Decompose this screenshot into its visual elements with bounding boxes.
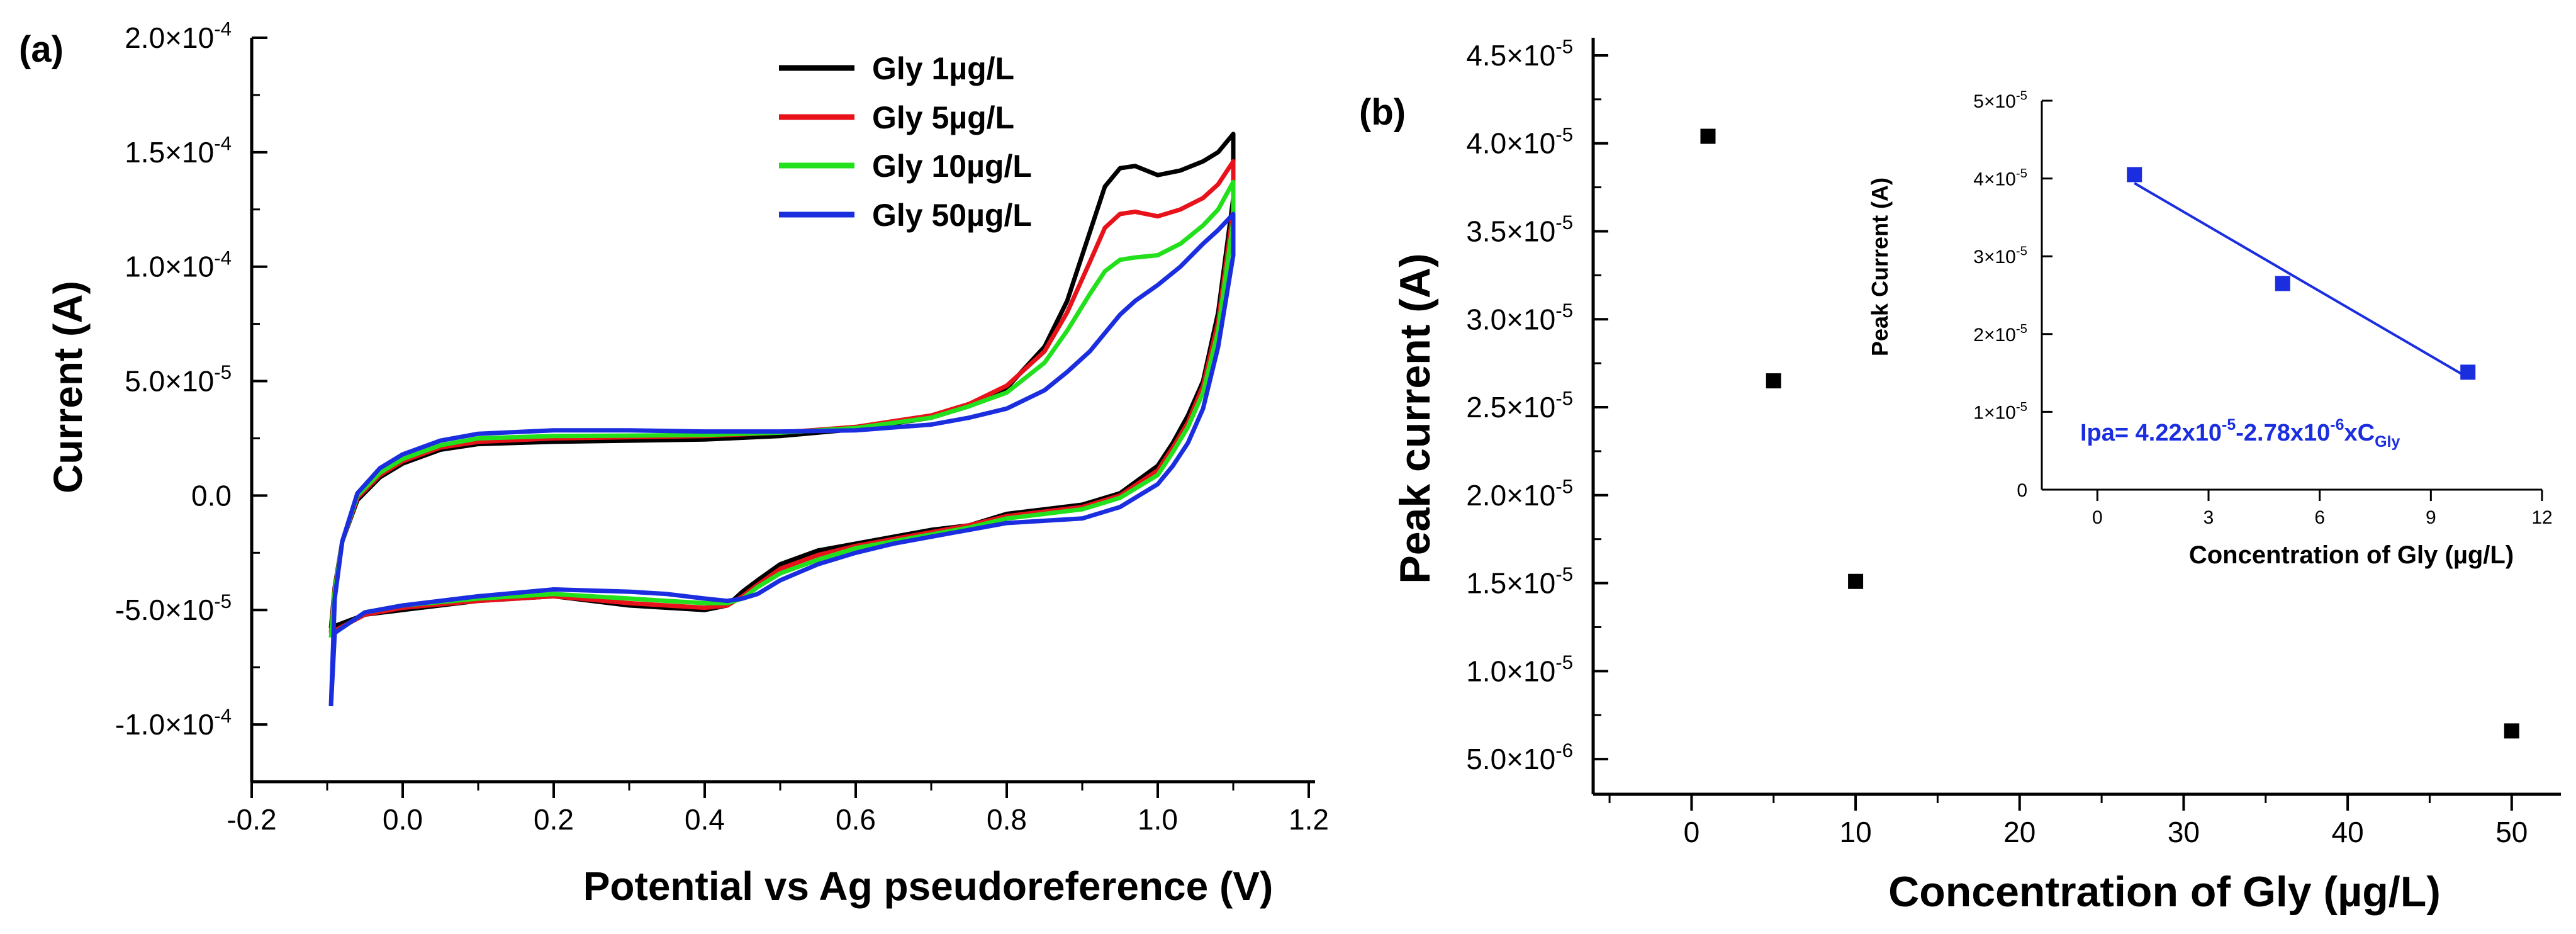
inset-point bbox=[2460, 364, 2476, 380]
cv-series-line-3 bbox=[328, 211, 1236, 707]
peak-y-tick-label: 1.5×10-5 bbox=[1466, 563, 1573, 599]
inset-point bbox=[2127, 167, 2142, 183]
cv-series bbox=[328, 132, 1236, 707]
cv-x-tick-label: 0.6 bbox=[836, 803, 876, 836]
inset-y-tick-label: 3×10-5 bbox=[1973, 245, 2027, 268]
peak-y-axis-title: Peak current (A) bbox=[1391, 253, 1439, 583]
inset-x-tick-label: 12 bbox=[2531, 507, 2552, 528]
cv-x-tick-label: 0.0 bbox=[383, 803, 423, 836]
peak-y-tick-label: 2.5×10-5 bbox=[1466, 388, 1573, 424]
inset-y-tick-label: 1×10-5 bbox=[1973, 400, 2027, 424]
peak-y-tick-label: 2.0×10-5 bbox=[1466, 475, 1573, 511]
inset-fit-line bbox=[2134, 182, 2469, 379]
peak-point bbox=[1766, 373, 1781, 389]
inset-x-tick-label: 0 bbox=[2092, 507, 2103, 528]
legend-item-gly-1: Gly 1µg/L bbox=[779, 51, 1014, 86]
peak-y-tick-label: 4.0×10-5 bbox=[1466, 123, 1573, 159]
inset-y-axis-title: Peak Current (A) bbox=[1867, 177, 1893, 356]
peak-y-tick-label: 1.0×10-5 bbox=[1466, 651, 1573, 687]
peak-y-tick-label: 3.5×10-5 bbox=[1466, 211, 1573, 247]
inset-x-tick-label: 3 bbox=[2204, 507, 2214, 528]
inset-points bbox=[2127, 167, 2476, 380]
peak-point bbox=[1700, 128, 1716, 144]
inset-x-ticks: 0 3 6 9 12 bbox=[2092, 490, 2553, 528]
legend-label-gly-50: Gly 50µg/L bbox=[872, 198, 1032, 233]
inset-y-tick-label: 5×10-5 bbox=[1973, 89, 2027, 112]
inset-x-tick-label: 6 bbox=[2314, 507, 2325, 528]
legend-label-gly-10: Gly 10µg/L bbox=[872, 149, 1032, 184]
inset-x-tick-label: 9 bbox=[2426, 507, 2436, 528]
cv-chart: (a) Current (A) Potential vs Ag pseudore… bbox=[19, 18, 1329, 909]
inset-y-tick-label: 4×10-5 bbox=[1973, 167, 2027, 190]
inset-chart: Peak Current (A) Concentration of Gly (µ… bbox=[1867, 89, 2553, 569]
peak-points bbox=[1700, 128, 2519, 739]
cv-x-tick-label: 1.0 bbox=[1138, 803, 1178, 836]
peak-point bbox=[1848, 573, 1864, 589]
legend-item-gly-50: Gly 50µg/L bbox=[779, 198, 1032, 233]
cv-legend: Gly 1µg/L Gly 5µg/L Gly 10µg/L Gly 50µg/… bbox=[779, 51, 1032, 233]
inset-y-tick-label: 0 bbox=[2017, 480, 2027, 501]
legend-label-gly-5: Gly 5µg/L bbox=[872, 100, 1014, 135]
peak-x-tick-label: 20 bbox=[2003, 816, 2036, 848]
peak-x-tick-label: 30 bbox=[2168, 816, 2200, 848]
cv-series-line-0 bbox=[328, 132, 1236, 631]
peak-point bbox=[2504, 723, 2519, 739]
peak-y-tick-label: 3.0×10-5 bbox=[1466, 300, 1573, 335]
cv-y-tick-label: 2.0×10-4 bbox=[125, 18, 232, 54]
legend-item-gly-5: Gly 5µg/L bbox=[779, 100, 1014, 135]
cv-y-tick-label: 5.0×10-5 bbox=[125, 361, 232, 397]
inset-y-tick-label: 2×10-5 bbox=[1973, 322, 2027, 346]
cv-x-tick-label: 1.2 bbox=[1289, 803, 1329, 836]
cv-x-ticks: -0.2 0.0 0.2 0.4 0.6 0.8 1.0 1.2 bbox=[227, 782, 1329, 836]
peak-x-tick-label: 50 bbox=[2495, 816, 2528, 848]
cv-x-tick-label: -0.2 bbox=[227, 803, 276, 836]
cv-y-tick-label: -5.0×10-5 bbox=[115, 590, 232, 626]
peak-x-ticks: 0 10 20 30 40 50 bbox=[1608, 794, 2528, 848]
cv-y-axis-title: Current (A) bbox=[45, 281, 91, 493]
cv-y-tick-label: 0.0 bbox=[191, 479, 232, 512]
peak-x-tick-label: 0 bbox=[1684, 816, 1700, 848]
peak-x-tick-label: 10 bbox=[1839, 816, 1871, 848]
inset-point bbox=[2275, 276, 2290, 291]
cv-x-tick-label: 0.4 bbox=[685, 803, 725, 836]
cv-y-tick-label: 1.5×10-4 bbox=[125, 133, 232, 169]
peak-current-chart: (b) Peak current (A) Concentration of Gl… bbox=[1359, 36, 2561, 916]
panel-b-label: (b) bbox=[1359, 92, 1406, 133]
cv-x-axis-title: Potential vs Ag pseudoreference (V) bbox=[583, 864, 1274, 909]
cv-x-tick-label: 0.8 bbox=[987, 803, 1027, 836]
inset-x-axis-title: Concentration of Gly (µg/L) bbox=[2189, 541, 2514, 569]
inset-fit-equation: Ipa= 4.22x10-5-2.78x10-6xCGly bbox=[2080, 416, 2400, 451]
panel-a-label: (a) bbox=[19, 29, 64, 70]
legend-item-gly-10: Gly 10µg/L bbox=[779, 149, 1032, 184]
cv-y-tick-label: 1.0×10-4 bbox=[125, 247, 232, 283]
cv-y-ticks: -1.0×10-4 -5.0×10-5 0.0 5.0×10-5 1.0×10-4 1.5… bbox=[115, 18, 267, 783]
inset-y-ticks: 0 1×10-5 2×10-5 3×10-5 4×10-5 5×10-5 bbox=[1973, 89, 2052, 501]
peak-x-axis-title: Concentration of Gly (µg/L) bbox=[1888, 868, 2441, 916]
peak-y-tick-label: 4.5×10-5 bbox=[1466, 36, 1573, 72]
peak-y-ticks: 5.0×10-6 1.0×10-5 1.5×10-5 2.0×10-5 2.5×10-5… bbox=[1466, 36, 1608, 775]
peak-y-tick-label: 5.0×10-6 bbox=[1466, 740, 1573, 775]
legend-label-gly-1: Gly 1µg/L bbox=[872, 51, 1014, 86]
cv-x-tick-label: 0.2 bbox=[534, 803, 574, 836]
peak-x-tick-label: 40 bbox=[2332, 816, 2364, 848]
cv-y-tick-label: -1.0×10-4 bbox=[115, 705, 232, 741]
